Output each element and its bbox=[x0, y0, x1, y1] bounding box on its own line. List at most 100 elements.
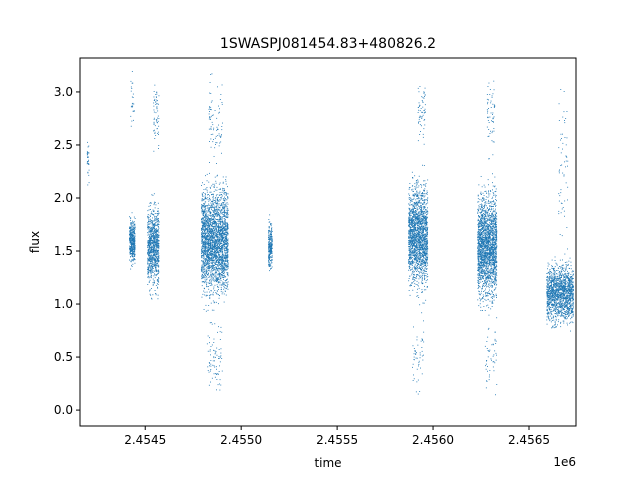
scatter-point bbox=[148, 270, 150, 272]
scatter-point bbox=[209, 236, 211, 238]
scatter-point bbox=[155, 265, 157, 267]
scatter-point bbox=[206, 221, 207, 223]
scatter-point bbox=[214, 220, 215, 222]
scatter-point bbox=[214, 230, 215, 232]
scatter-point bbox=[87, 152, 89, 154]
scatter-point bbox=[212, 360, 214, 362]
scatter-point bbox=[130, 230, 132, 231]
scatter-point bbox=[268, 264, 269, 266]
scatter-point bbox=[206, 173, 208, 175]
scatter-point bbox=[219, 221, 221, 222]
scatter-point bbox=[202, 255, 203, 257]
scatter-point bbox=[209, 230, 211, 231]
scatter-point bbox=[427, 276, 429, 277]
scatter-point bbox=[132, 255, 134, 257]
scatter-point bbox=[210, 225, 212, 227]
scatter-point bbox=[158, 244, 160, 246]
scatter-point bbox=[413, 258, 415, 259]
scatter-point bbox=[221, 225, 223, 227]
scatter-point bbox=[224, 234, 226, 235]
scatter-point bbox=[218, 235, 220, 237]
scatter-point bbox=[227, 211, 228, 213]
scatter-point bbox=[149, 253, 151, 254]
scatter-point bbox=[411, 244, 413, 245]
scatter-point bbox=[218, 214, 220, 216]
scatter-point bbox=[152, 226, 154, 228]
scatter-point bbox=[213, 264, 215, 266]
scatter-point bbox=[86, 151, 88, 153]
scatter-point bbox=[216, 206, 217, 208]
scatter-point bbox=[268, 235, 270, 236]
scatter-point bbox=[153, 117, 155, 119]
scatter-point bbox=[218, 241, 220, 243]
scatter-point bbox=[205, 235, 207, 237]
scatter-point bbox=[422, 258, 424, 260]
scatter-point bbox=[210, 109, 211, 110]
scatter-point bbox=[223, 265, 225, 267]
scatter-point bbox=[215, 199, 216, 201]
scatter-point bbox=[268, 264, 270, 266]
scatter-point bbox=[414, 261, 416, 263]
scatter-point bbox=[271, 229, 273, 231]
scatter-point bbox=[212, 226, 213, 227]
scatter-point bbox=[204, 232, 206, 234]
scatter-point bbox=[203, 271, 205, 272]
scatter-point bbox=[207, 222, 209, 223]
scatter-point bbox=[207, 243, 209, 244]
scatter-point bbox=[212, 215, 214, 216]
scatter-point bbox=[216, 117, 218, 119]
scatter-point bbox=[205, 243, 207, 244]
scatter-point bbox=[220, 194, 222, 196]
scatter-point bbox=[424, 251, 426, 253]
scatter-point bbox=[202, 269, 204, 271]
scatter-point bbox=[201, 206, 202, 208]
scatter-point bbox=[154, 133, 156, 134]
scatter-point bbox=[207, 257, 209, 259]
scatter-point bbox=[134, 218, 136, 219]
scatter-point bbox=[269, 240, 270, 242]
scatter-point bbox=[133, 103, 135, 105]
scatter-point bbox=[147, 245, 149, 247]
scatter-point bbox=[203, 217, 205, 219]
scatter-point bbox=[203, 255, 205, 257]
scatter-point bbox=[216, 250, 218, 252]
scatter-point bbox=[210, 240, 211, 241]
scatter-point bbox=[158, 243, 160, 244]
scatter-point bbox=[210, 274, 212, 275]
scatter-point bbox=[155, 241, 157, 243]
scatter-point bbox=[213, 237, 215, 239]
scatter-point bbox=[218, 356, 220, 357]
scatter-point bbox=[87, 153, 89, 155]
scatter-point bbox=[151, 213, 153, 214]
scatter-point bbox=[414, 186, 416, 187]
scatter-point bbox=[211, 267, 213, 269]
scatter-point bbox=[414, 214, 416, 216]
scatter-point bbox=[220, 236, 222, 238]
scatter-point bbox=[423, 237, 425, 239]
scatter-point bbox=[209, 275, 211, 277]
scatter-point bbox=[206, 243, 208, 245]
scatter-point bbox=[224, 264, 226, 266]
scatter-point bbox=[133, 251, 135, 252]
scatter-point bbox=[202, 222, 204, 223]
scatter-point bbox=[203, 236, 205, 238]
scatter-point bbox=[205, 270, 207, 271]
scatter-point bbox=[408, 246, 410, 248]
scatter-point bbox=[87, 161, 88, 162]
scatter-point bbox=[157, 265, 158, 267]
scatter-point bbox=[227, 217, 229, 219]
scatter-point bbox=[208, 362, 210, 363]
scatter-point bbox=[208, 242, 209, 244]
scatter-point bbox=[202, 215, 204, 217]
scatter-point bbox=[133, 243, 135, 245]
scatter-point bbox=[217, 129, 218, 130]
scatter-point bbox=[220, 235, 222, 237]
scatter-point bbox=[130, 260, 132, 262]
scatter-point bbox=[204, 216, 205, 218]
scatter-point bbox=[227, 226, 229, 227]
scatter-point bbox=[211, 309, 213, 311]
scatter-point bbox=[152, 283, 154, 285]
scatter-point bbox=[211, 121, 213, 123]
scatter-point bbox=[415, 249, 417, 251]
scatter-point bbox=[222, 207, 224, 209]
